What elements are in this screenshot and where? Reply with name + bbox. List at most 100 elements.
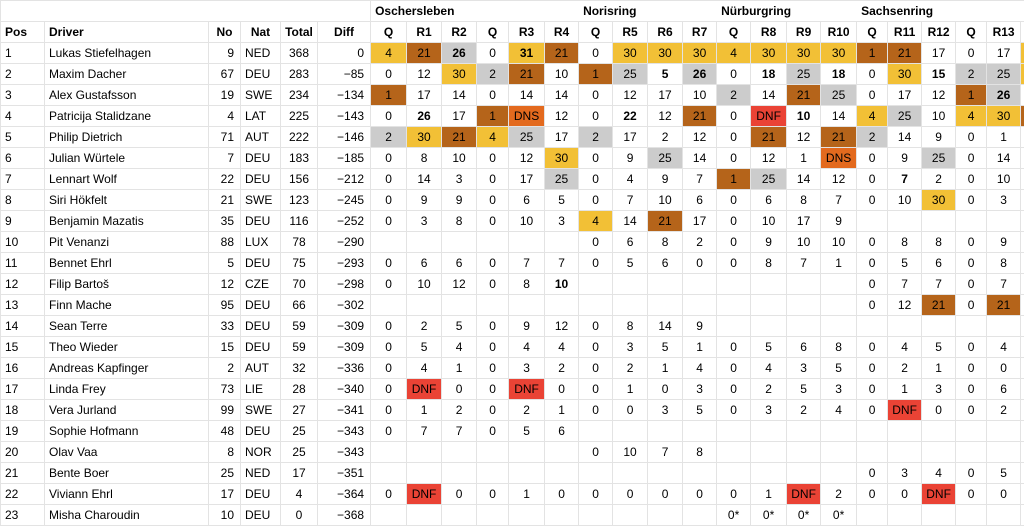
- result-cell: 14: [750, 84, 788, 106]
- nat-cell: SWE: [240, 189, 281, 211]
- result-cell: 0: [370, 315, 408, 337]
- table-row: 19 Sophie Hofmann 48 DEU 25 −343 0 7 7 0 5 6: [0, 420, 1024, 442]
- result-cell: 7: [986, 273, 1022, 295]
- total-cell: 225: [280, 105, 318, 127]
- result-cell: 2: [1020, 399, 1024, 421]
- result-cell: DNF: [750, 105, 788, 127]
- result-cell: 1: [1020, 336, 1024, 358]
- result-cell: 0: [647, 483, 684, 505]
- table-row: 15 Theo Wieder 15 DEU 59 −309 0 5 4 0 4 4 0 3 5 1 0 5 6 8 0 4…: [0, 336, 1024, 358]
- result-cell: 21: [887, 42, 923, 64]
- diff-cell: −252: [316, 210, 372, 232]
- result-cell: 0: [856, 231, 889, 253]
- number-cell: 35: [208, 210, 241, 232]
- result-cell: 0: [544, 483, 580, 505]
- result-cell: 17: [406, 84, 443, 106]
- result-cell: 17: [921, 42, 957, 64]
- result-cell: 0: [476, 273, 510, 295]
- number-cell: 21: [208, 189, 241, 211]
- result-cell: [820, 294, 858, 316]
- result-cell: 10: [986, 168, 1022, 190]
- result-cell: 0: [887, 483, 923, 505]
- table-row: 23 Misha Charoudin 10 DEU 0 −368 0* 0* 0* 0*: [0, 504, 1024, 526]
- table-row: 18 Vera Jurland 99 SWE 27 −341 0 1 2 0 2 1 0 0 3 5 0 3 2 4 0…: [0, 399, 1024, 421]
- result-cell: 10: [750, 210, 788, 232]
- result-cell: 0: [476, 357, 510, 379]
- driver-cell: Linda Frey: [44, 378, 209, 400]
- column-header: R7: [682, 21, 718, 43]
- result-cell: 1: [544, 399, 580, 421]
- result-cell: 10: [544, 63, 580, 85]
- result-cell: [921, 210, 957, 232]
- result-cell: [986, 441, 1022, 463]
- driver-cell: Julian Würtele: [44, 147, 209, 169]
- result-cell: 17: [544, 126, 580, 148]
- result-cell: 0: [716, 105, 752, 127]
- result-cell: 12: [750, 147, 788, 169]
- result-cell: 0: [955, 378, 988, 400]
- result-cell: 12: [820, 168, 858, 190]
- group-header: Sachsenring: [856, 0, 1024, 22]
- result-cell: [508, 504, 546, 526]
- result-cell: 0: [370, 189, 408, 211]
- pos-cell: 2: [0, 63, 45, 85]
- column-header: R10: [820, 21, 858, 43]
- column-header: R3: [508, 21, 546, 43]
- result-cell: [716, 273, 752, 295]
- result-cell: 0: [578, 252, 614, 274]
- table-row: 4 Patricija Stalidzane 4 LAT 225 −143 0 26 17 1 DN…: [0, 105, 1024, 127]
- table-row: 2 Maxim Dacher 67 DEU 283 −85 0 12 30 2 21 10 1 25 5 26…: [0, 63, 1024, 85]
- driver-cell: Viviann Ehrl: [44, 483, 209, 505]
- result-cell: 12: [544, 105, 580, 127]
- result-cell: 4: [955, 105, 988, 127]
- nat-cell: LUX: [240, 231, 281, 253]
- result-cell: 7: [647, 441, 684, 463]
- result-cell: 0: [578, 168, 614, 190]
- column-header: R11: [887, 21, 923, 43]
- table-row: 9 Benjamin Mazatis 35 DEU 116 −252 0 3 8 0 10 3 4 14 2…: [0, 210, 1024, 232]
- result-cell: 7: [887, 168, 923, 190]
- result-cell: [441, 441, 478, 463]
- result-cell: [716, 420, 752, 442]
- result-cell: 5: [1020, 462, 1024, 484]
- result-cell: 25: [820, 84, 858, 106]
- result-cell: 2: [921, 168, 957, 190]
- nat-cell: DEU: [240, 315, 281, 337]
- result-cell: 10: [921, 105, 957, 127]
- result-cell: 0: [612, 399, 649, 421]
- result-cell: 8: [1020, 231, 1024, 253]
- result-cell: 0: [856, 357, 889, 379]
- result-cell: 0: [716, 252, 752, 274]
- result-cell: [647, 504, 684, 526]
- result-cell: 21: [544, 42, 580, 64]
- result-cell: [750, 273, 788, 295]
- result-cell: 0: [955, 462, 988, 484]
- result-cell: 5: [544, 189, 580, 211]
- result-cell: 30: [612, 42, 649, 64]
- result-cell: 0: [476, 315, 510, 337]
- nat-cell: DEU: [240, 210, 281, 232]
- result-cell: 3: [820, 378, 858, 400]
- result-cell: 0: [370, 399, 408, 421]
- result-cell: [716, 294, 752, 316]
- result-cell: 2: [544, 357, 580, 379]
- result-cell: [647, 294, 684, 316]
- result-cell: 0: [647, 378, 684, 400]
- result-cell: 0: [682, 252, 718, 274]
- nat-cell: LAT: [240, 105, 281, 127]
- group-header: Nürburgring: [716, 0, 857, 22]
- number-cell: 5: [208, 252, 241, 274]
- nat-cell: DEU: [240, 63, 281, 85]
- number-cell: 2: [208, 357, 241, 379]
- result-cell: 25: [887, 105, 923, 127]
- column-header: R12: [921, 21, 957, 43]
- number-cell: 25: [208, 462, 241, 484]
- result-cell: [370, 231, 408, 253]
- nat-cell: DEU: [240, 336, 281, 358]
- result-cell: 4: [406, 357, 443, 379]
- result-cell: [921, 441, 957, 463]
- result-cell: [1020, 504, 1024, 526]
- result-cell: 10: [786, 231, 822, 253]
- result-cell: 7: [786, 252, 822, 274]
- column-header: Pos: [0, 21, 45, 43]
